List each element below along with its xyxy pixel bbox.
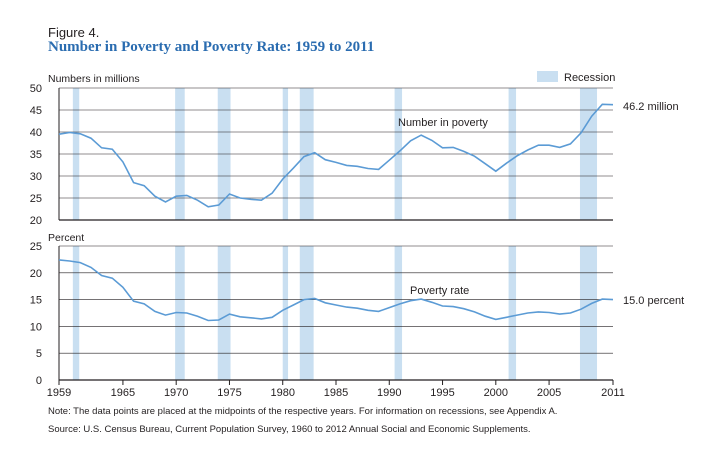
note-text: Note: The data points are placed at the … xyxy=(48,406,558,417)
recession-band xyxy=(299,246,314,380)
x-tick-label: 1965 xyxy=(111,387,135,399)
gridlines-top xyxy=(59,87,613,221)
recession-band xyxy=(282,246,289,380)
y-tick-label: 0 xyxy=(36,375,42,387)
recession-bands-bottom xyxy=(72,246,598,380)
y-axis-label-bottom: Percent xyxy=(48,232,84,244)
figure-label: Figure 4. xyxy=(48,25,100,40)
x-tick-label: 1959 xyxy=(47,387,71,399)
poverty-rate-line xyxy=(58,259,614,322)
chart-title: Number in Poverty and Poverty Rate: 1959… xyxy=(48,39,375,55)
legend-recession-label: Recession xyxy=(564,72,615,84)
poverty-rate-panel: 0 5 10 15 20 25 Percent Poverty rate 15.0 per… xyxy=(30,232,684,399)
y-tick-label: 10 xyxy=(30,321,42,333)
y-tick-label: 45 xyxy=(30,105,42,117)
recession-band xyxy=(217,246,231,380)
number-in-poverty-panel: 20 25 30 35 40 45 50 Numbers in millions Numbe… xyxy=(30,71,679,227)
x-tick-label: 2011 xyxy=(601,387,625,399)
y-tick-label: 30 xyxy=(30,171,42,183)
series-label-poverty-rate: Poverty rate xyxy=(410,285,469,297)
y-tick-label: 20 xyxy=(30,215,42,227)
number-in-poverty-line xyxy=(58,103,614,208)
series-label-number-in-poverty: Number in poverty xyxy=(398,117,488,129)
x-tick-label: 1985 xyxy=(324,387,348,399)
y-tick-label: 15 xyxy=(30,295,42,307)
y-tick-label: 5 xyxy=(36,348,42,360)
x-tick-label: 2000 xyxy=(484,387,508,399)
y-tick-label: 40 xyxy=(30,127,42,139)
y-axis-ticks-top: 20 25 30 35 40 45 50 xyxy=(30,83,42,227)
recession-band xyxy=(508,246,517,380)
legend-recession: Recession xyxy=(537,71,615,84)
x-tick-label: 1975 xyxy=(217,387,241,399)
x-axis-ticks: 1959 1965 1970 1975 1980 1985 1990 1995 2000 2005… xyxy=(47,380,625,399)
recession-band xyxy=(72,246,80,380)
x-tick-label: 2005 xyxy=(537,387,561,399)
y-axis-ticks-bottom: 0 5 10 15 20 25 xyxy=(30,241,42,387)
x-tick-label: 1990 xyxy=(377,387,401,399)
y-tick-label: 25 xyxy=(30,241,42,253)
y-tick-label: 35 xyxy=(30,149,42,161)
recession-band xyxy=(579,246,598,380)
y-tick-label: 25 xyxy=(30,193,42,205)
source-text: Source: U.S. Census Bureau, Current Popu… xyxy=(48,424,531,435)
end-label-rate: 15.0 percent xyxy=(623,295,684,307)
x-tick-label: 1995 xyxy=(430,387,454,399)
x-tick-label: 1970 xyxy=(164,387,188,399)
y-tick-label: 20 xyxy=(30,268,42,280)
recession-band xyxy=(394,246,403,380)
legend-recession-swatch xyxy=(537,71,558,82)
x-tick-label: 1980 xyxy=(270,387,294,399)
end-label-number: 46.2 million xyxy=(623,101,679,113)
y-tick-label: 50 xyxy=(30,83,42,95)
y-axis-label-top: Numbers in millions xyxy=(48,73,140,85)
